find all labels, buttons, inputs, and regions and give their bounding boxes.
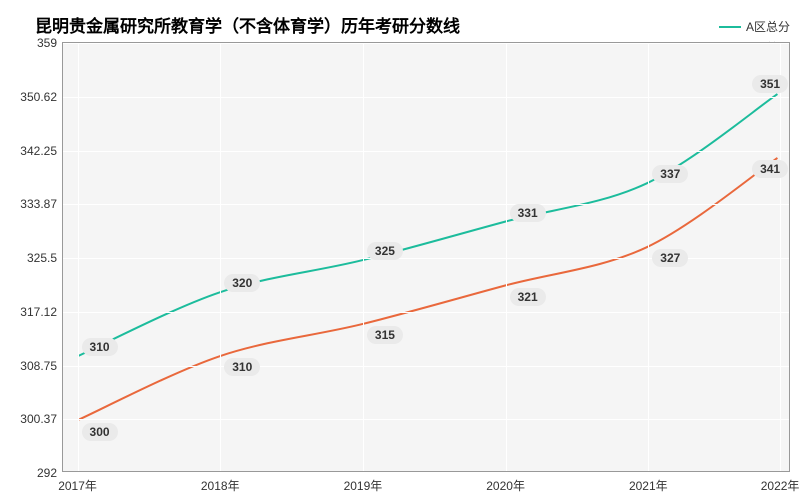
data-point-label: 300: [82, 423, 118, 441]
chart-title: 昆明贵金属研究所教育学（不含体育学）历年考研分数线: [35, 12, 460, 37]
y-axis-tick: 325.5: [27, 251, 63, 265]
y-axis-tick: 342.25: [20, 144, 63, 158]
x-axis-tick: 2017年: [58, 471, 97, 494]
y-axis-tick: 308.75: [20, 359, 63, 373]
y-axis-tick: 300.37: [20, 412, 63, 426]
x-axis-tick: 2021年: [629, 471, 668, 494]
plot-area: 292300.37308.75317.12325.5333.87342.2535…: [62, 42, 790, 472]
y-axis-tick: 333.87: [20, 197, 63, 211]
data-point-label: 321: [510, 288, 546, 306]
grid-line-horizontal: [63, 97, 789, 98]
grid-line-horizontal: [63, 204, 789, 205]
data-point-label: 327: [652, 249, 688, 267]
x-axis-tick: 2018年: [201, 471, 240, 494]
grid-line-horizontal: [63, 366, 789, 367]
data-point-label: 351: [752, 75, 788, 93]
data-point-label: 325: [367, 242, 403, 260]
data-point-label: 310: [82, 338, 118, 356]
data-point-label: 341: [752, 160, 788, 178]
legend-color-line: [719, 26, 741, 28]
series-line: [78, 158, 777, 420]
x-axis-tick: 2022年: [761, 471, 800, 494]
data-point-label: 320: [224, 274, 260, 292]
data-point-label: 337: [652, 165, 688, 183]
grid-line-horizontal: [63, 43, 789, 44]
grid-line-horizontal: [63, 419, 789, 420]
y-axis-tick: 317.12: [20, 305, 63, 319]
legend-item: A区总分: [719, 18, 790, 35]
x-axis-tick: 2019年: [344, 471, 383, 494]
chart-container: 昆明贵金属研究所教育学（不含体育学）历年考研分数线 A区总分B区总分 29230…: [0, 0, 800, 500]
data-point-label: 310: [224, 358, 260, 376]
grid-line-vertical: [506, 43, 507, 471]
grid-line-vertical: [363, 43, 364, 471]
legend-label: A区总分: [746, 18, 790, 35]
x-axis-tick: 2020年: [486, 471, 525, 494]
grid-line-horizontal: [63, 151, 789, 152]
y-axis-tick: 359: [37, 36, 63, 50]
grid-line-vertical: [780, 43, 781, 471]
grid-line-vertical: [78, 43, 79, 471]
grid-line-vertical: [648, 43, 649, 471]
grid-line-vertical: [220, 43, 221, 471]
grid-line-horizontal: [63, 473, 789, 474]
series-line: [78, 94, 777, 356]
grid-line-horizontal: [63, 312, 789, 313]
data-point-label: 315: [367, 326, 403, 344]
data-point-label: 331: [510, 204, 546, 222]
y-axis-tick: 350.62: [20, 90, 63, 104]
